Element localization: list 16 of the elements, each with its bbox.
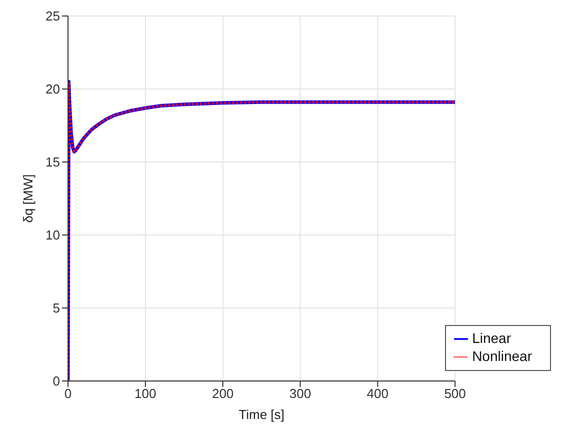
x-tick-label: 0 <box>64 386 72 402</box>
x-tick-label: 200 <box>212 386 234 402</box>
y-axis-title: δq [MW] <box>20 174 36 223</box>
y-tick-label: 25 <box>46 8 60 24</box>
legend-label: Linear <box>472 330 511 346</box>
y-tick-label: 5 <box>52 300 60 316</box>
x-tick-label: 300 <box>289 386 312 402</box>
x-tick-label: 500 <box>444 386 466 402</box>
y-tick-label: 0 <box>52 374 60 389</box>
x-tick-label: 100 <box>134 386 156 402</box>
y-tick-label: 10 <box>46 228 60 243</box>
x-axis-title: Time [s] <box>238 407 284 422</box>
legend-label: Nonlinear <box>472 348 532 364</box>
x-tick-label: 400 <box>366 386 388 402</box>
y-tick-label: 20 <box>46 82 60 97</box>
y-tick-label: 15 <box>46 154 60 170</box>
